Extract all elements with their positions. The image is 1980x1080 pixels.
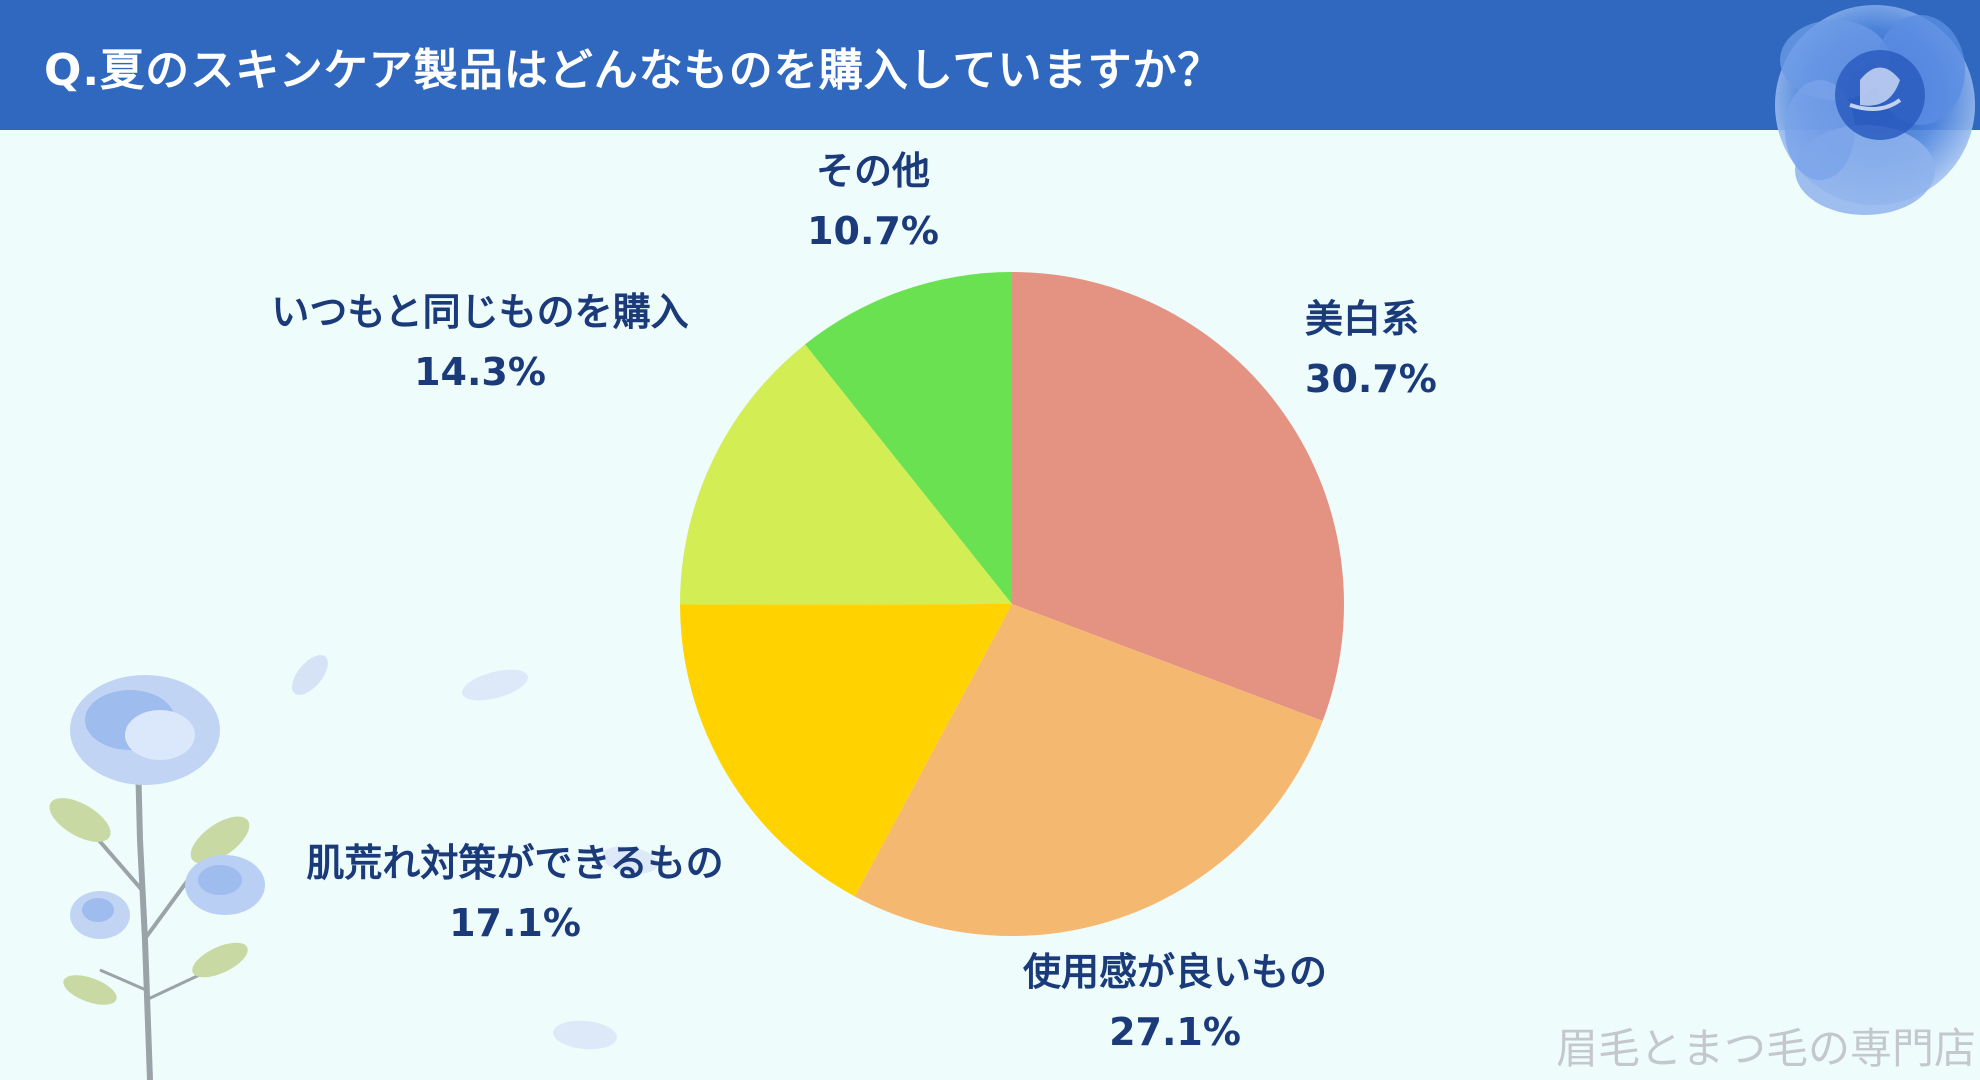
slice-label: 使用感が良いもの [1023, 950, 1327, 994]
page-title: Q.夏のスキンケア製品はどんなものを購入していますか？ [44, 45, 1223, 96]
slice-value-label: 10.7% [807, 209, 939, 253]
slice-value-label: 17.1% [449, 901, 581, 945]
slice-label: 美白系 [1305, 297, 1419, 341]
pie-slice [1012, 272, 1344, 721]
slice-label: 肌荒れ対策ができるもの [306, 841, 723, 885]
pie-slice [680, 604, 1012, 897]
watermark: 眉毛とまつ毛の専門店 [1555, 1024, 1976, 1073]
pie-slice [680, 344, 1012, 605]
slice-value-label: 30.7% [1305, 357, 1437, 401]
slice-value-label: 27.1% [1109, 1010, 1241, 1054]
header-bar: Q.夏のスキンケア製品はどんなものを購入していますか？ [0, 0, 1980, 130]
petal-decoration [602, 846, 658, 874]
petal-decoration [553, 1020, 617, 1050]
slice-label: いつもと同じものを購入 [271, 290, 688, 334]
rose-plant-decoration [49, 675, 265, 1080]
pie-slice [854, 604, 1323, 937]
rose-decoration-top-right [1775, 5, 1975, 215]
slice-value-label: 14.3% [414, 350, 546, 394]
petal-decoration [292, 655, 328, 695]
slice-label: その他 [816, 149, 930, 193]
petal-decoration [461, 669, 529, 701]
pie-slice [805, 272, 1012, 604]
